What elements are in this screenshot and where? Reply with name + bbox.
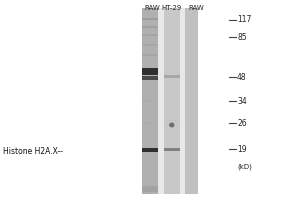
Text: Histone H2A.X--: Histone H2A.X-- (3, 146, 63, 156)
Bar (143, 122, 157, 124)
Bar (142, 54, 158, 56)
Text: RAW: RAW (188, 5, 204, 11)
Bar (142, 18, 158, 20)
Bar (142, 34, 158, 36)
Bar (142, 76, 158, 80)
Text: 48: 48 (237, 72, 247, 82)
Bar (142, 186, 158, 192)
Bar (164, 8, 180, 194)
Text: 26: 26 (237, 118, 247, 128)
Ellipse shape (169, 122, 175, 128)
Bar (142, 26, 158, 28)
Text: 19: 19 (237, 144, 247, 154)
Text: 117: 117 (237, 16, 251, 24)
Bar (142, 8, 158, 194)
Bar (158, 8, 164, 194)
Bar (142, 100, 158, 102)
Bar (164, 120, 179, 121)
Bar (142, 68, 158, 75)
Text: RAW: RAW (144, 5, 160, 11)
Text: 34: 34 (237, 97, 247, 106)
Text: (kD): (kD) (237, 164, 252, 170)
Bar (164, 148, 180, 151)
Text: HT-29: HT-29 (162, 5, 182, 11)
Bar (142, 44, 158, 46)
Bar (185, 8, 198, 194)
Bar (180, 8, 185, 194)
Bar (142, 148, 158, 152)
Bar (164, 75, 180, 78)
Text: 85: 85 (237, 32, 247, 42)
